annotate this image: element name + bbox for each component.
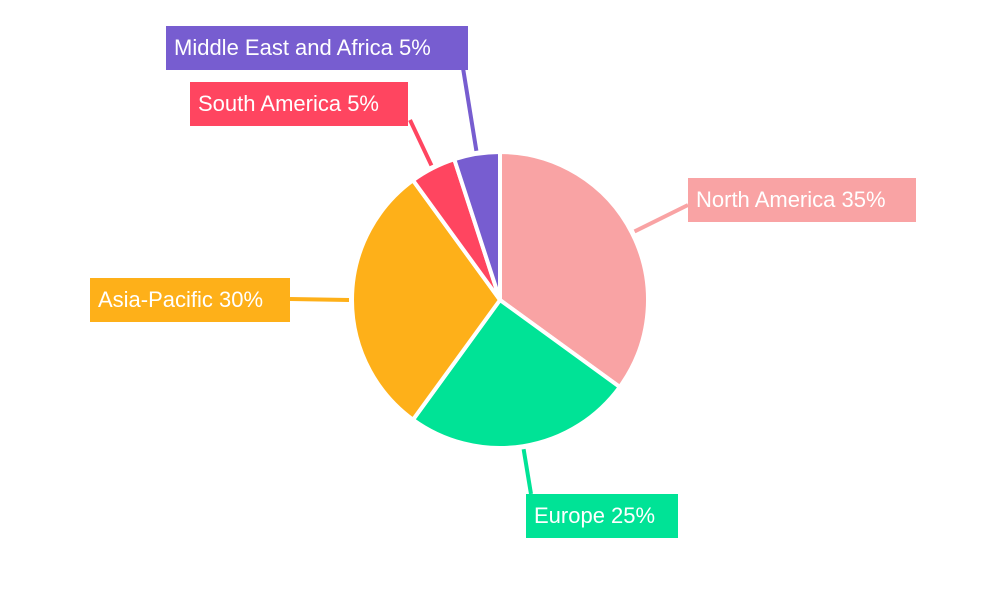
slice-north-america[interactable]: [498, 149, 650, 390]
label-asia-pacific: Asia-Pacific 30%: [90, 278, 290, 322]
leader-line-south-america: [408, 119, 434, 167]
leader-line-europe: [521, 448, 533, 495]
label-europe: Europe 25%: [526, 494, 678, 538]
leader-line-north-america: [633, 203, 689, 234]
label-middle-east-africa: Middle East and Africa 5%: [166, 26, 468, 70]
slice-europe[interactable]: [410, 297, 623, 450]
leader-line-asia-pacific: [289, 297, 350, 302]
label-north-america: North America 35%: [688, 178, 916, 222]
slice-asia-pacific[interactable]: [350, 177, 503, 423]
slice-middle-east-africa[interactable]: [451, 149, 502, 301]
leader-line-middle-east-africa: [461, 67, 479, 152]
label-south-america: South America 5%: [190, 82, 408, 126]
